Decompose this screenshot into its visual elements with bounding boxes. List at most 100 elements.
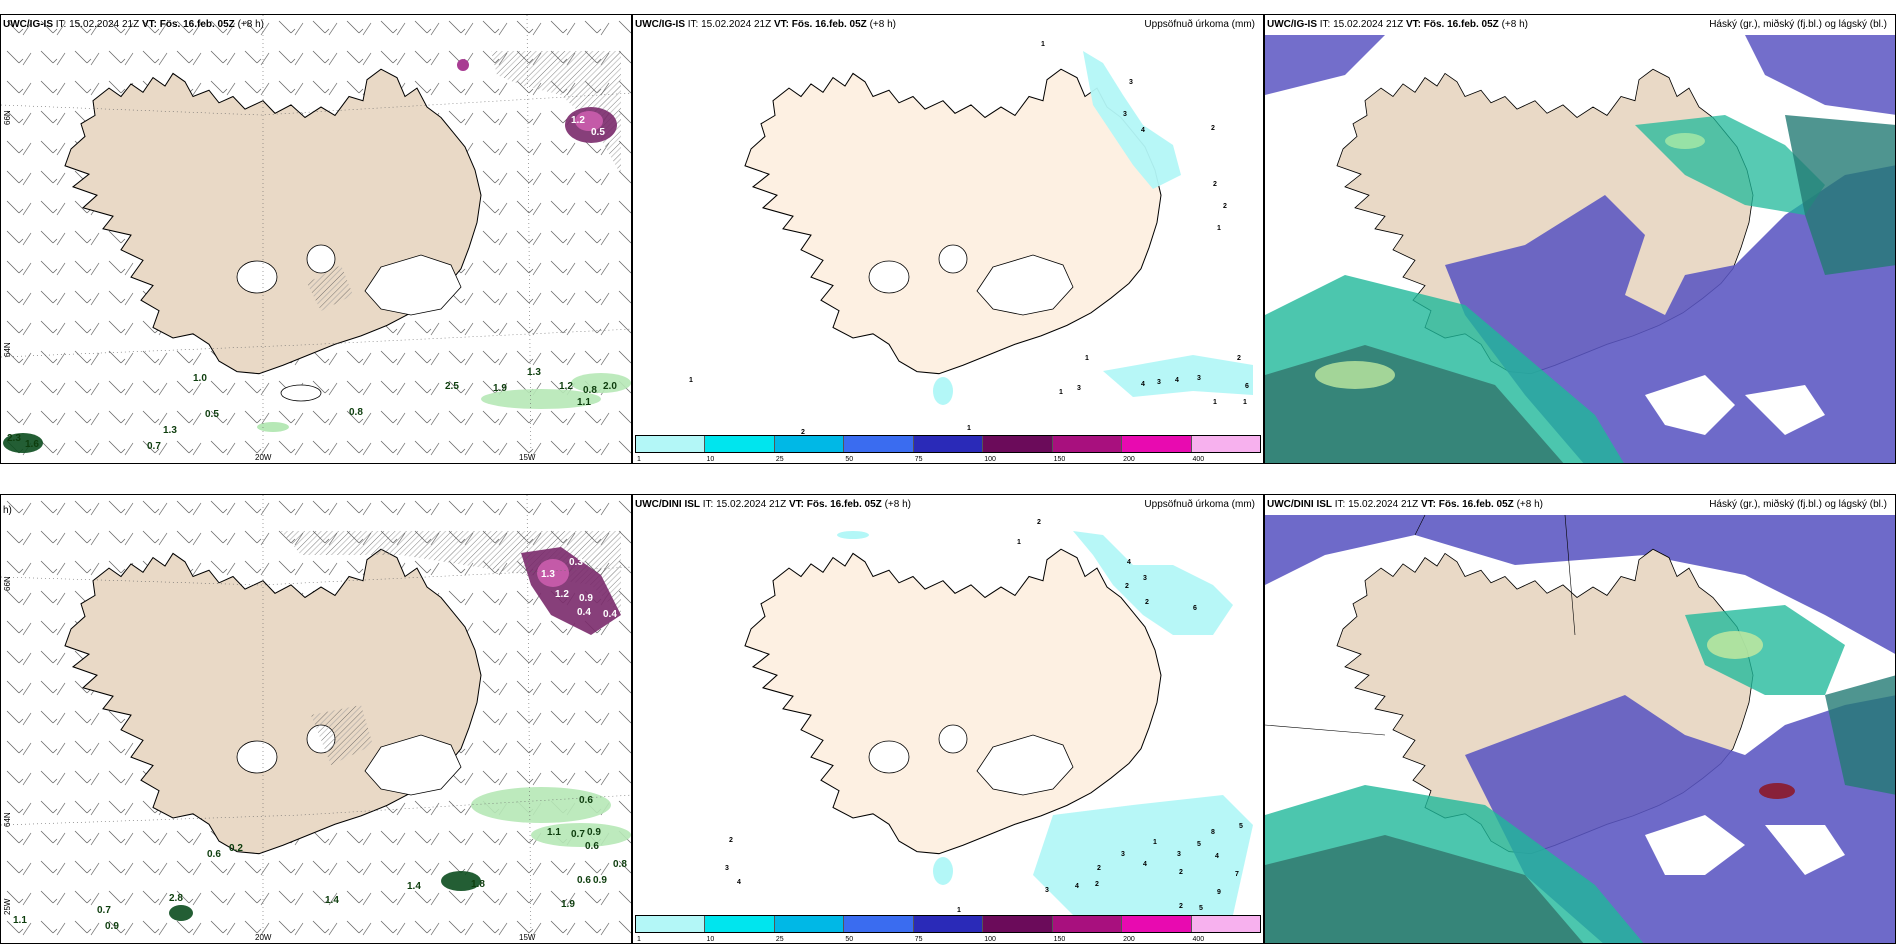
accum-label: 1 bbox=[1017, 539, 1021, 546]
accum-label: 1 bbox=[957, 907, 961, 914]
accum-label: 4 bbox=[1141, 381, 1145, 388]
axis-lat-66: 66N bbox=[3, 576, 12, 591]
accum-label: 6 bbox=[1245, 383, 1249, 390]
precip-label: 1.9 bbox=[493, 383, 507, 394]
accum-label: 2 bbox=[1145, 599, 1149, 606]
accum-label: 1 bbox=[1085, 355, 1089, 362]
accum-label: 2 bbox=[801, 429, 805, 436]
accum-label: 1 bbox=[1217, 225, 1221, 232]
precip-label: 1.2 bbox=[571, 115, 585, 126]
accum-label: 2 bbox=[1037, 519, 1041, 526]
precip-label: 0.4 bbox=[577, 607, 591, 618]
panel-ig-is-accum-precip: UWC/IG-IS IT: 15.02.2024 21Z VT: Fös. 16… bbox=[632, 14, 1264, 464]
panel-header: UWC/IG-IS IT: 15.02.2024 21Z VT: Fös. 16… bbox=[635, 19, 896, 30]
accum-label: 7 bbox=[1235, 871, 1239, 878]
panel-variable-title: Háský (gr.), miðský (fj.bl.) og lágský (… bbox=[1709, 19, 1887, 30]
precip-label: 1.1 bbox=[547, 827, 561, 838]
panel-header-fragment: h) bbox=[3, 505, 12, 516]
accum-label: 3 bbox=[1129, 79, 1133, 86]
map-canvas bbox=[1, 495, 631, 943]
precip-label: 0.7 bbox=[97, 905, 111, 916]
accum-label: 3 bbox=[1123, 111, 1127, 118]
precip-label: 1.8 bbox=[471, 879, 485, 890]
precip-label: 0.9 bbox=[593, 875, 607, 886]
colorbar-swatch: 25 bbox=[774, 916, 845, 943]
colorbar-swatch: 150 bbox=[1052, 916, 1123, 943]
map-canvas bbox=[1265, 15, 1895, 463]
panel-header: UWC/DINI ISL IT: 15.02.2024 21Z VT: Fös.… bbox=[635, 499, 911, 510]
precip-label: 1.3 bbox=[527, 367, 541, 378]
accum-label: 1 bbox=[1243, 399, 1247, 406]
precip-label: 1.6 bbox=[25, 439, 39, 450]
precip-label: 2.8 bbox=[169, 893, 183, 904]
accum-label: 8 bbox=[1211, 829, 1215, 836]
precip-label: 2.3 bbox=[7, 433, 21, 444]
accum-label: 2 bbox=[1213, 181, 1217, 188]
precip-label: 1.3 bbox=[541, 569, 555, 580]
colorbar-swatch: 75 bbox=[913, 436, 984, 463]
panel-dini-clouds: UWC/DINI ISL IT: 15.02.2024 21Z VT: Fös.… bbox=[1264, 494, 1896, 944]
accum-label: 1 bbox=[1059, 389, 1063, 396]
precip-label: 0.2 bbox=[229, 843, 243, 854]
accum-label: 5 bbox=[1199, 905, 1203, 912]
axis-lon-25: 25W bbox=[3, 898, 12, 915]
precip-label: 0.6 bbox=[207, 849, 221, 860]
accum-label: 2 bbox=[729, 837, 733, 844]
precip-label: 1.2 bbox=[559, 381, 573, 392]
precip-label: 1.2 bbox=[555, 589, 569, 600]
colorbar-swatch: 25 bbox=[774, 436, 845, 463]
accum-label: 3 bbox=[1143, 575, 1147, 582]
colorbar-swatch: 1 bbox=[636, 436, 706, 463]
panel-variable-title: Háský (gr.), miðský (fj.bl.) og lágský (… bbox=[1709, 499, 1887, 510]
panel-variable-title: Uppsöfnuð úrkoma (mm) bbox=[1144, 499, 1255, 510]
colorbar-swatch: 400 bbox=[1191, 436, 1260, 463]
accum-label: 2 bbox=[1237, 355, 1241, 362]
accum-label: 2 bbox=[1223, 203, 1227, 210]
precip-label: 0.9 bbox=[587, 827, 601, 838]
axis-lon-15: 15W bbox=[519, 453, 536, 462]
accum-label: 3 bbox=[1045, 887, 1049, 894]
axis-lat-64: 64N bbox=[3, 812, 12, 827]
colorbar-swatch: 100 bbox=[983, 916, 1053, 943]
colorbar-swatch: 75 bbox=[913, 916, 984, 943]
accum-label: 4 bbox=[1215, 853, 1219, 860]
precip-label: 0.6 bbox=[577, 875, 591, 886]
accum-label: 2 bbox=[1125, 583, 1129, 590]
precip-label: 2.0 bbox=[603, 381, 617, 392]
precip-label: 0.7 bbox=[571, 829, 585, 840]
accum-label: 1 bbox=[689, 377, 693, 384]
precip-label: 0.5 bbox=[205, 409, 219, 420]
precip-label: 0.9 bbox=[105, 921, 119, 932]
accum-label: 3 bbox=[1197, 375, 1201, 382]
accum-label: 9 bbox=[1217, 889, 1221, 896]
accum-label: 4 bbox=[1143, 861, 1147, 868]
precip-label: 1.1 bbox=[13, 915, 27, 926]
accum-label: 2 bbox=[1095, 881, 1099, 888]
precip-colorbar: 1 10 25 50 75 100 150 200 400 bbox=[635, 915, 1261, 943]
accum-label: 4 bbox=[1127, 559, 1131, 566]
accum-label: 1 bbox=[1213, 399, 1217, 406]
accum-label: 3 bbox=[1177, 851, 1181, 858]
map-canvas bbox=[1265, 495, 1895, 943]
accum-label: 3 bbox=[1077, 385, 1081, 392]
precip-colorbar: 1 10 25 50 75 100 150 200 400 bbox=[635, 435, 1261, 463]
axis-lat-66: 66N bbox=[3, 110, 12, 125]
precip-label: 1.3 bbox=[163, 425, 177, 436]
accum-label: 3 bbox=[725, 865, 729, 872]
accum-label: 1 bbox=[967, 425, 971, 432]
panel-ig-is-clouds: UWC/IG-IS IT: 15.02.2024 21Z VT: Fös. 16… bbox=[1264, 14, 1896, 464]
accum-label: 2 bbox=[1179, 869, 1183, 876]
panel-variable-title: Uppsöfnuð úrkoma (mm) bbox=[1144, 19, 1255, 30]
map-canvas bbox=[1, 15, 631, 463]
precip-label: 0.8 bbox=[349, 407, 363, 418]
precip-label: 0.3 bbox=[569, 557, 583, 568]
panel-dini-accum-precip: UWC/DINI ISL IT: 15.02.2024 21Z VT: Fös.… bbox=[632, 494, 1264, 944]
colorbar-swatch: 200 bbox=[1122, 436, 1192, 463]
precip-label: 0.5 bbox=[591, 127, 605, 138]
precip-label: 0.8 bbox=[583, 385, 597, 396]
accum-label: 1 bbox=[1153, 839, 1157, 846]
panel-dini-precip-wind: h) 66N 64N 25W 20W 15W 0.3 1.3 1.2 0.9 0… bbox=[0, 494, 632, 944]
colorbar-swatch: 100 bbox=[983, 436, 1053, 463]
accum-label: 2 bbox=[1211, 125, 1215, 132]
axis-lon-15: 15W bbox=[519, 933, 536, 942]
